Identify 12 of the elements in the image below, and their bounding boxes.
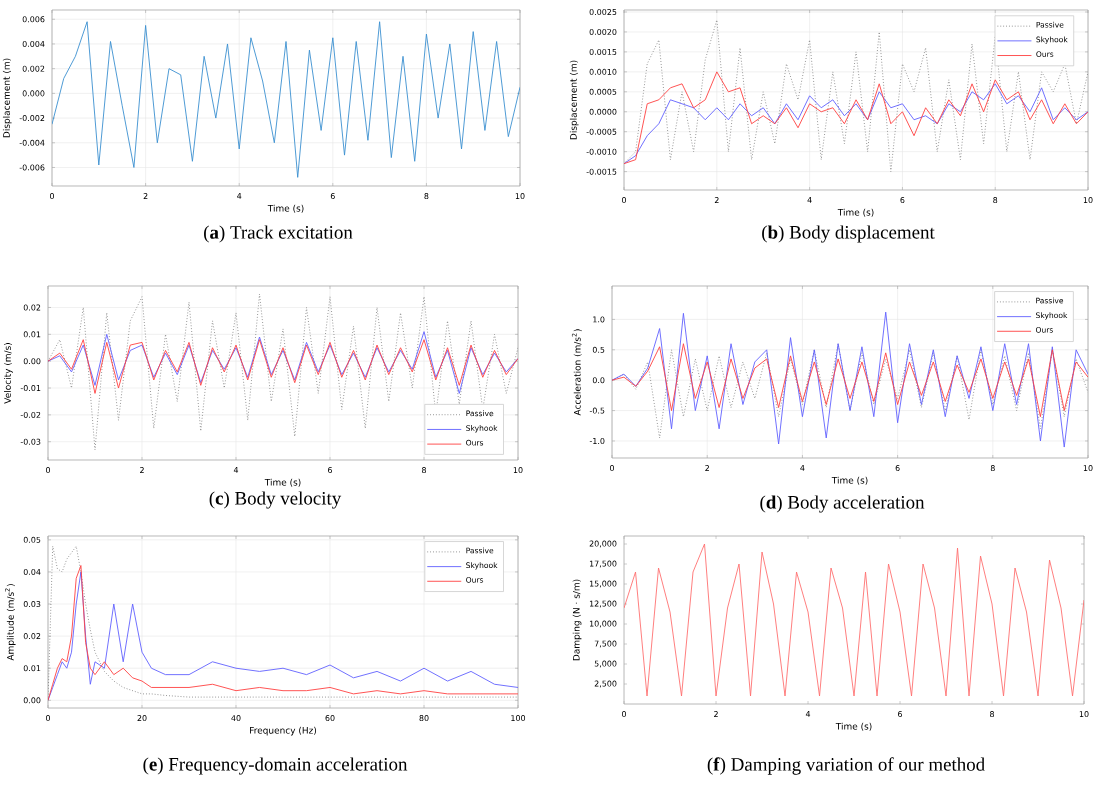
- line-series: [624, 543, 1085, 697]
- text: (c) Body velocity: [209, 491, 342, 509]
- line-series: [52, 21, 521, 178]
- text: (f) Damping variation of our method: [707, 757, 985, 775]
- line-series: [624, 19, 1089, 173]
- text: (d) Body acceleration: [760, 495, 925, 513]
- text: (b) Body displacement: [762, 225, 935, 243]
- text: (e) Frequency-domain acceleration: [143, 757, 408, 775]
- text: (a) Track excitation: [204, 225, 353, 243]
- line-series: [612, 343, 1089, 418]
- line-series: [612, 311, 1089, 448]
- line-series: [48, 293, 519, 451]
